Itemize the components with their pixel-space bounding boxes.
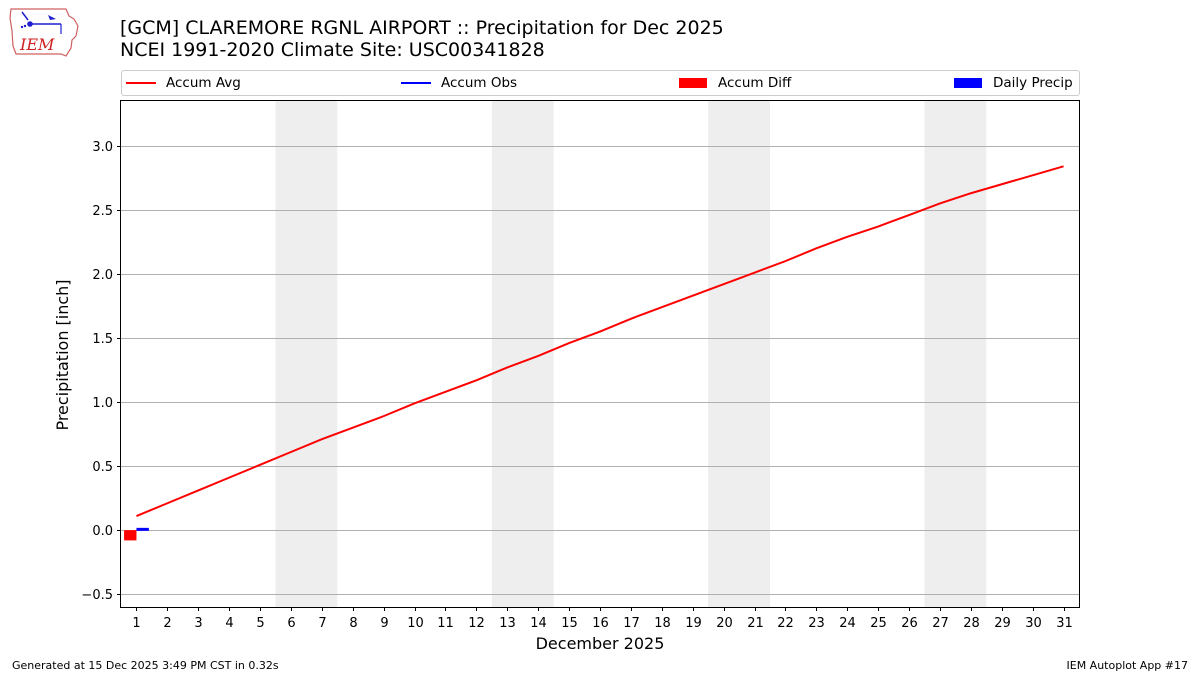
accum-diff-bar	[124, 530, 137, 541]
legend-swatch-accum-obs	[401, 82, 431, 84]
series-group	[124, 165, 1064, 541]
x-tick-label: 2	[163, 616, 171, 631]
legend-label-accum-obs: Accum Obs	[441, 75, 518, 91]
x-tick-label: 17	[623, 616, 640, 631]
x-tick-label: 5	[256, 616, 264, 631]
footer-generated: Generated at 15 Dec 2025 3:49 PM CST in …	[12, 659, 279, 672]
x-tick-label: 10	[407, 616, 424, 631]
legend-label-accum-avg: Accum Avg	[166, 75, 241, 91]
x-tick-label: 7	[318, 616, 326, 631]
legend: Accum Avg Accum Obs Accum Diff Daily Pre…	[121, 70, 1080, 96]
x-tick-label: 1	[132, 616, 140, 631]
footer-app: IEM Autoplot App #17	[1066, 659, 1189, 672]
x-tick-label: 14	[530, 616, 547, 631]
logo-text: IEM	[19, 35, 55, 54]
x-tick-label: 19	[685, 616, 702, 631]
x-tick-label: 31	[1056, 616, 1073, 631]
y-tick-label: 2.0	[92, 268, 113, 283]
x-axis-label: December 2025	[536, 634, 665, 653]
x-tick-label: 13	[499, 616, 516, 631]
x-tick-label: 24	[839, 616, 856, 631]
legend-swatch-accum-diff	[679, 78, 707, 88]
iowa-map-icon: IEM	[9, 8, 79, 57]
x-tick-label: 18	[654, 616, 671, 631]
x-tick-label: 30	[1025, 616, 1042, 631]
legend-swatch-accum-avg	[126, 82, 156, 84]
x-tick-label: 9	[380, 616, 388, 631]
y-tick-label: 2.5	[92, 204, 113, 219]
daily-precip-bar	[136, 528, 149, 531]
legend-label-accum-diff: Accum Diff	[718, 75, 792, 91]
x-tick-label: 15	[561, 616, 578, 631]
y-tick-label: 1.5	[92, 332, 113, 347]
x-tick-label: 22	[777, 616, 794, 631]
legend-item-daily-precip: Daily Precip	[954, 71, 1073, 95]
x-tick-label: 11	[437, 616, 454, 631]
x-tick-label: 26	[901, 616, 918, 631]
x-tick-label: 3	[194, 616, 202, 631]
x-tick-label: 4	[225, 616, 233, 631]
y-tick-label: 0.5	[92, 460, 113, 475]
weekend-shade	[708, 101, 770, 607]
y-tick-label: 1.0	[92, 396, 113, 411]
chart-title: [GCM] CLAREMORE RGNL AIRPORT :: Precipit…	[120, 17, 724, 61]
legend-item-accum-obs: Accum Obs	[401, 71, 517, 95]
x-tick-label: 28	[963, 616, 980, 631]
legend-label-daily-precip: Daily Precip	[993, 75, 1073, 91]
weekend-shade	[275, 101, 338, 607]
x-tick-label: 27	[932, 616, 949, 631]
x-tick-label: 20	[716, 616, 733, 631]
y-axis-label: Precipitation [inch]	[53, 279, 72, 430]
iem-logo: IEM	[8, 6, 80, 60]
legend-item-accum-avg: Accum Avg	[126, 71, 241, 95]
x-tick-label: 29	[994, 616, 1011, 631]
x-tick-label: 21	[747, 616, 764, 631]
legend-item-accum-diff: Accum Diff	[679, 71, 791, 95]
y-tick-label: −0.5	[81, 588, 113, 603]
x-tick-label: 16	[592, 616, 609, 631]
y-ticks-group: −0.5 0.0 0.5 1.0 1.5 2.0 2.5 3.0	[81, 140, 121, 603]
title-line-1: [GCM] CLAREMORE RGNL AIRPORT :: Precipit…	[120, 17, 724, 39]
x-tick-label: 6	[287, 616, 295, 631]
title-line-2: NCEI 1991-2020 Climate Site: USC00341828	[120, 39, 545, 61]
x-tick-label: 23	[808, 616, 825, 631]
x-tick-label: 8	[349, 616, 357, 631]
accum-avg-line	[136, 165, 1064, 517]
x-tick-label: 25	[870, 616, 887, 631]
x-ticks-group: 1 2 3 4 5 6 7 8 9 10 11 12 13 14 15 16 17 18 19 20 21 22 23 24 2…	[132, 607, 1073, 631]
legend-swatch-daily-precip	[954, 78, 982, 88]
y-tick-label: 0.0	[92, 524, 113, 539]
y-tick-label: 3.0	[92, 140, 113, 155]
weekend-shading-group	[275, 101, 987, 607]
weekend-shade	[924, 101, 987, 607]
x-tick-label: 12	[468, 616, 485, 631]
